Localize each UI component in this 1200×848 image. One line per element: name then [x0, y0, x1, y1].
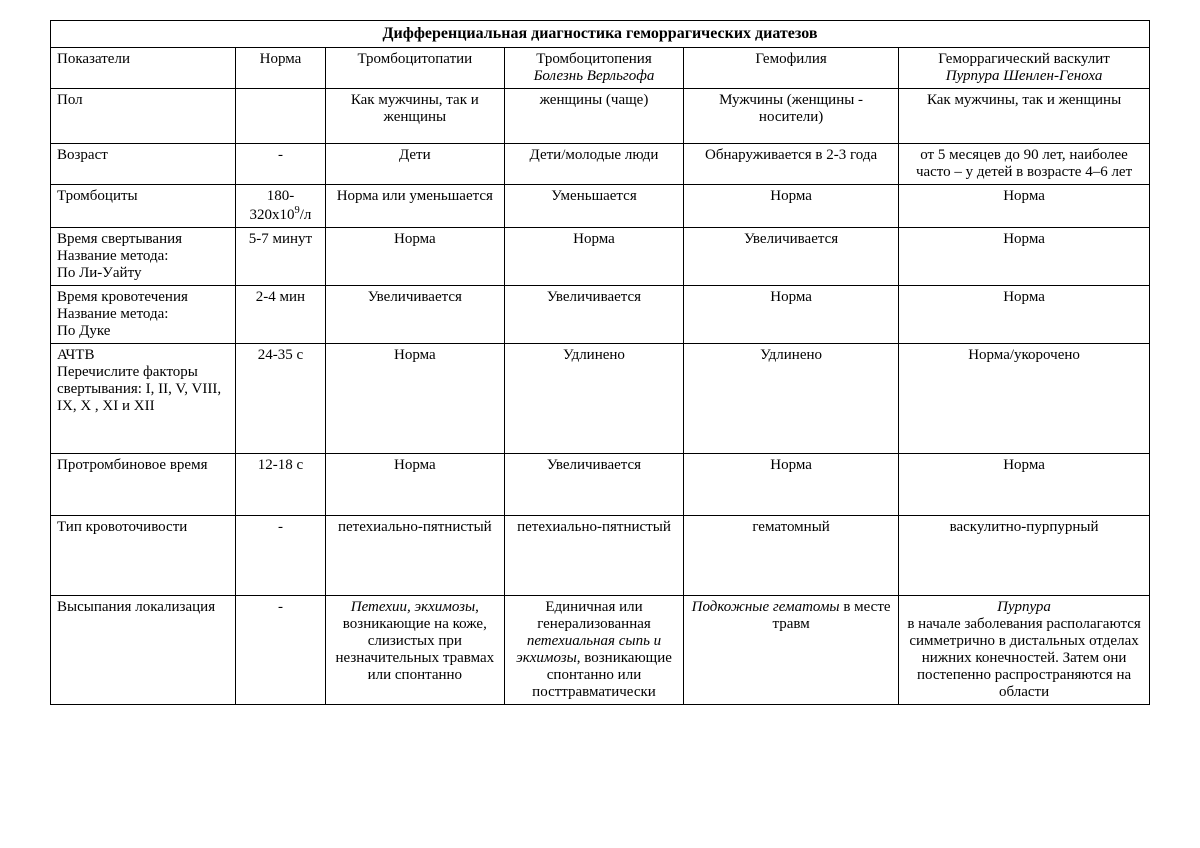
- cell-b: Удлинено: [504, 344, 683, 454]
- cell-b: петехиально-пятнистый: [504, 516, 683, 596]
- clot-l2: Название метода:: [57, 248, 168, 264]
- cell-norm: 2-4 мин: [236, 286, 326, 344]
- bleed-l2: Название метода:: [57, 306, 168, 322]
- cell-d: от 5 месяцев до 90 лет, наиболее часто –…: [899, 144, 1150, 185]
- rash-b-pre: Единичная или генерализованная: [537, 599, 651, 632]
- rash-d-rest: в начале заболевания располагаются симме…: [907, 616, 1140, 700]
- cell-norm: 12-18 с: [236, 454, 326, 516]
- cell-label: Тип кровоточивости: [51, 516, 236, 596]
- cell-norm: [236, 89, 326, 144]
- cell-a: Как мужчины, так и женщины: [325, 89, 504, 144]
- bleed-l1: Время кровотечения: [57, 289, 188, 305]
- clot-l3: По Ли-Уайту: [57, 265, 141, 281]
- cell-c: Норма: [684, 454, 899, 516]
- cell-label: Тромбоциты: [51, 185, 236, 228]
- table-row: АЧТВ Перечислите факторы свертывания: I,…: [51, 344, 1150, 454]
- cell-c: Удлинено: [684, 344, 899, 454]
- rash-d-italic: Пурпура: [997, 599, 1051, 615]
- cell-b: Увеличивается: [504, 454, 683, 516]
- cell-norm: -: [236, 516, 326, 596]
- diagnostic-table: Дифференциальная диагностика геморрагиче…: [50, 20, 1150, 705]
- table-row: Тип кровоточивости - петехиально-пятнист…: [51, 516, 1150, 596]
- cell-c: Подкожные гематомы в месте травм: [684, 596, 899, 705]
- cell-b: Уменьшается: [504, 185, 683, 228]
- cell-norm: -: [236, 144, 326, 185]
- header-col-c: Гемофилия: [684, 48, 899, 89]
- cell-c: Обнаруживается в 2-3 года: [684, 144, 899, 185]
- cell-d: Норма: [899, 185, 1150, 228]
- cell-c: гематомный: [684, 516, 899, 596]
- header-col-d: Геморрагический васкулит Пурпура Шенлен-…: [899, 48, 1150, 89]
- rash-c-italic: Подкожные гематомы: [692, 599, 840, 615]
- cell-c: Норма: [684, 185, 899, 228]
- cell-a: Петехии, экхимозы, возникающие на коже, …: [325, 596, 504, 705]
- cell-label: Протромбиновое время: [51, 454, 236, 516]
- table-row: Пол Как мужчины, так и женщины женщины (…: [51, 89, 1150, 144]
- table-row: Время свертывания Название метода: По Ли…: [51, 228, 1150, 286]
- cell-d: Пурпура в начале заболевания располагают…: [899, 596, 1150, 705]
- bleed-l3: По Дуке: [57, 323, 110, 339]
- header-col-a: Тромбоцитопатии: [325, 48, 504, 89]
- table-title: Дифференциальная диагностика геморрагиче…: [51, 21, 1150, 48]
- cell-a: Увеличивается: [325, 286, 504, 344]
- header-norm: Норма: [236, 48, 326, 89]
- cell-c: Мужчины (женщины - носители): [684, 89, 899, 144]
- table-row: Время кровотечения Название метода: По Д…: [51, 286, 1150, 344]
- header-col-d-line1: Геморрагический васкулит: [938, 51, 1110, 67]
- cell-label: Время кровотечения Название метода: По Д…: [51, 286, 236, 344]
- cell-label: Высыпания локализация: [51, 596, 236, 705]
- table-row: Высыпания локализация - Петехии, экхимоз…: [51, 596, 1150, 705]
- cell-label: Пол: [51, 89, 236, 144]
- table-row: Протромбиновое время 12-18 с Норма Увели…: [51, 454, 1150, 516]
- rash-a-italic: Петехии, экхимозы: [351, 599, 475, 615]
- cell-b: Увеличивается: [504, 286, 683, 344]
- header-indicator: Показатели: [51, 48, 236, 89]
- plt-norm-post: /л: [300, 207, 312, 223]
- cell-d: Норма: [899, 286, 1150, 344]
- cell-c: Норма: [684, 286, 899, 344]
- table-row: Возраст - Дети Дети/молодые люди Обнаруж…: [51, 144, 1150, 185]
- cell-d: Норма: [899, 228, 1150, 286]
- cell-norm: 24-35 с: [236, 344, 326, 454]
- cell-a: петехиально-пятнистый: [325, 516, 504, 596]
- cell-a: Дети: [325, 144, 504, 185]
- header-col-b: Тромбоцитопения Болезнь Верльгофа: [504, 48, 683, 89]
- cell-a: Норма или уменьшается: [325, 185, 504, 228]
- cell-norm: 5-7 минут: [236, 228, 326, 286]
- cell-a: Норма: [325, 454, 504, 516]
- cell-b: Единичная или генерализованная петехиаль…: [504, 596, 683, 705]
- cell-a: Норма: [325, 344, 504, 454]
- cell-c: Увеличивается: [684, 228, 899, 286]
- cell-d: Норма/укорочено: [899, 344, 1150, 454]
- cell-d: Как мужчины, так и женщины: [899, 89, 1150, 144]
- table-row: Тромбоциты 180-320х109/л Норма или умень…: [51, 185, 1150, 228]
- cell-a: Норма: [325, 228, 504, 286]
- aptt-l2: Перечислите факторы свертывания: I, II, …: [57, 364, 221, 414]
- aptt-l1: АЧТВ: [57, 347, 94, 363]
- cell-b: женщины (чаще): [504, 89, 683, 144]
- header-col-d-line2: Пурпура Шенлен-Геноха: [905, 68, 1143, 85]
- cell-b: Норма: [504, 228, 683, 286]
- header-col-b-line1: Тромбоцитопения: [536, 51, 651, 67]
- cell-norm: 180-320х109/л: [236, 185, 326, 228]
- cell-norm: -: [236, 596, 326, 705]
- cell-b: Дети/молодые люди: [504, 144, 683, 185]
- cell-label: АЧТВ Перечислите факторы свертывания: I,…: [51, 344, 236, 454]
- cell-label: Время свертывания Название метода: По Ли…: [51, 228, 236, 286]
- cell-d: Норма: [899, 454, 1150, 516]
- plt-norm-pre: 180-320х10: [249, 188, 294, 223]
- clot-l1: Время свертывания: [57, 231, 182, 247]
- cell-d: васкулитно-пурпурный: [899, 516, 1150, 596]
- cell-label: Возраст: [51, 144, 236, 185]
- header-col-b-line2: Болезнь Верльгофа: [511, 68, 677, 85]
